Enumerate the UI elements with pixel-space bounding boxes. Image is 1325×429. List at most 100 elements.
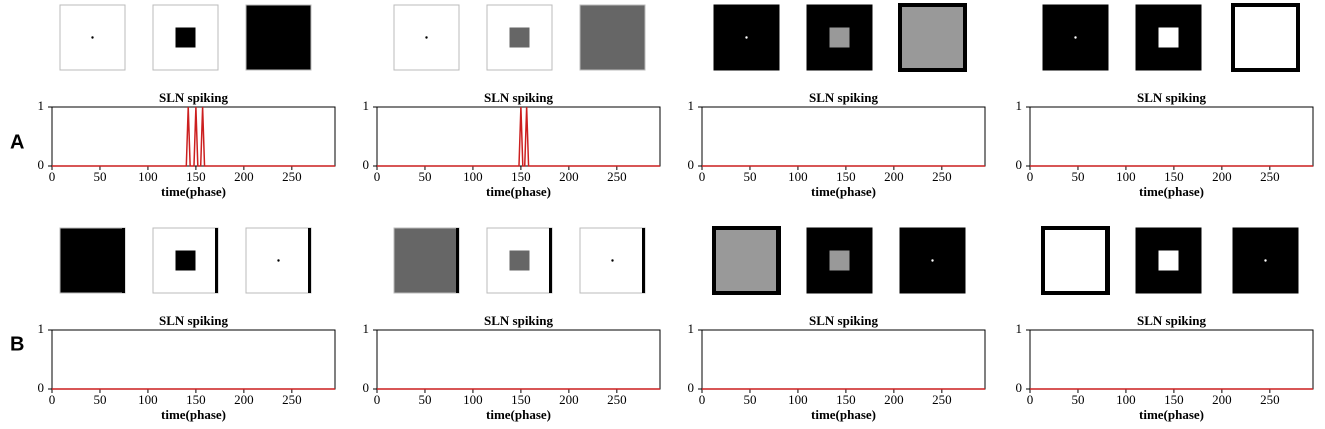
x-tick-label: 250 — [1260, 169, 1280, 184]
x-tick-label: 250 — [282, 169, 302, 184]
x-axis-label: time(phase) — [161, 407, 226, 422]
chart-title: SLN spiking — [809, 313, 879, 328]
stimulus-bar — [308, 228, 311, 293]
x-tick-label: 0 — [49, 392, 56, 407]
stimulus-bar — [215, 228, 218, 293]
x-tick-label: 50 — [418, 392, 431, 407]
x-axis-label: time(phase) — [1139, 407, 1204, 422]
x-tick-label: 100 — [463, 169, 483, 184]
stimulus-bar — [776, 228, 779, 293]
stimulus-bar — [869, 228, 872, 293]
x-tick-label: 150 — [511, 392, 531, 407]
stimulus-bar — [962, 228, 965, 293]
x-tick-label: 100 — [1116, 169, 1136, 184]
stimulus — [898, 3, 967, 72]
x-tick-label: 0 — [1027, 392, 1034, 407]
stimulus — [393, 227, 460, 294]
x-tick-label: 150 — [511, 169, 531, 184]
x-tick-label: 150 — [836, 392, 856, 407]
y-tick-label: 1 — [363, 321, 370, 336]
chart-title: SLN spiking — [1137, 313, 1207, 328]
x-tick-label: 200 — [884, 169, 904, 184]
stimulus-square — [1158, 250, 1179, 271]
y-tick-label: 0 — [38, 380, 45, 395]
stimulus-dot — [1074, 36, 1077, 39]
x-tick-label: 150 — [186, 392, 206, 407]
spike-line — [52, 106, 335, 167]
panel-label: A — [10, 131, 24, 153]
x-tick-label: 150 — [1164, 392, 1184, 407]
stimulus-bar — [456, 228, 459, 293]
y-tick-label: 1 — [688, 98, 695, 113]
x-tick-label: 100 — [788, 169, 808, 184]
stimulus-bar — [122, 228, 125, 293]
x-tick-label: 200 — [1212, 392, 1232, 407]
x-tick-label: 50 — [1071, 392, 1084, 407]
chart-title: SLN spiking — [1137, 90, 1207, 105]
y-tick-label: 1 — [38, 321, 45, 336]
stimulus-square — [175, 250, 196, 271]
plot-frame — [701, 329, 986, 390]
stimulus-square — [1158, 27, 1179, 48]
y-tick-label: 0 — [1016, 380, 1023, 395]
stimulus-bar — [1105, 228, 1108, 293]
x-tick-label: 50 — [93, 169, 106, 184]
stimulus-bar — [1295, 228, 1298, 293]
x-tick-label: 100 — [1116, 392, 1136, 407]
stimulus — [59, 227, 126, 294]
plot-frame — [376, 329, 661, 390]
y-tick-label: 0 — [363, 380, 370, 395]
x-axis-label: time(phase) — [1139, 184, 1204, 199]
plot-frame — [1029, 106, 1314, 167]
x-tick-label: 100 — [463, 392, 483, 407]
x-axis-label: time(phase) — [161, 184, 226, 199]
stimulus-dot — [91, 36, 94, 39]
x-tick-label: 150 — [186, 169, 206, 184]
y-tick-label: 0 — [38, 157, 45, 172]
x-tick-label: 200 — [559, 392, 579, 407]
stimulus — [712, 226, 781, 295]
x-tick-label: 50 — [418, 169, 431, 184]
stimulus — [579, 227, 646, 294]
x-tick-label: 50 — [743, 392, 756, 407]
x-tick-label: 0 — [374, 169, 381, 184]
x-tick-label: 250 — [607, 392, 627, 407]
x-axis-label: time(phase) — [486, 407, 551, 422]
stimulus-dot — [425, 36, 428, 39]
plot-frame — [376, 106, 661, 167]
plot-frame — [51, 106, 336, 167]
stimulus-bar — [1198, 228, 1201, 293]
y-tick-label: 0 — [688, 380, 695, 395]
x-tick-label: 50 — [743, 169, 756, 184]
panel-label: B — [10, 333, 24, 355]
stimulus-dot — [611, 259, 614, 262]
x-tick-label: 50 — [1071, 169, 1084, 184]
chart-title: SLN spiking — [809, 90, 879, 105]
plot-frame — [701, 106, 986, 167]
stimulus — [579, 4, 646, 71]
x-tick-label: 0 — [49, 169, 56, 184]
x-tick-label: 0 — [699, 392, 706, 407]
stimulus-dot — [931, 259, 934, 262]
y-tick-label: 1 — [1016, 321, 1023, 336]
x-tick-label: 0 — [1027, 169, 1034, 184]
x-axis-label: time(phase) — [486, 184, 551, 199]
x-tick-label: 200 — [234, 392, 254, 407]
x-axis-label: time(phase) — [811, 407, 876, 422]
y-tick-label: 1 — [363, 98, 370, 113]
plot-frame — [51, 329, 336, 390]
stimulus-square — [509, 27, 530, 48]
stimulus-bar — [642, 228, 645, 293]
stimulus-dot — [277, 259, 280, 262]
x-tick-label: 250 — [282, 392, 302, 407]
spike-line — [377, 106, 660, 167]
x-tick-label: 250 — [607, 169, 627, 184]
x-tick-label: 200 — [559, 169, 579, 184]
x-tick-label: 200 — [1212, 169, 1232, 184]
stimulus — [1135, 4, 1202, 71]
stimulus-square — [175, 27, 196, 48]
x-axis-label: time(phase) — [811, 184, 876, 199]
stimulus-square — [829, 250, 850, 271]
y-tick-label: 1 — [688, 321, 695, 336]
x-tick-label: 200 — [234, 169, 254, 184]
